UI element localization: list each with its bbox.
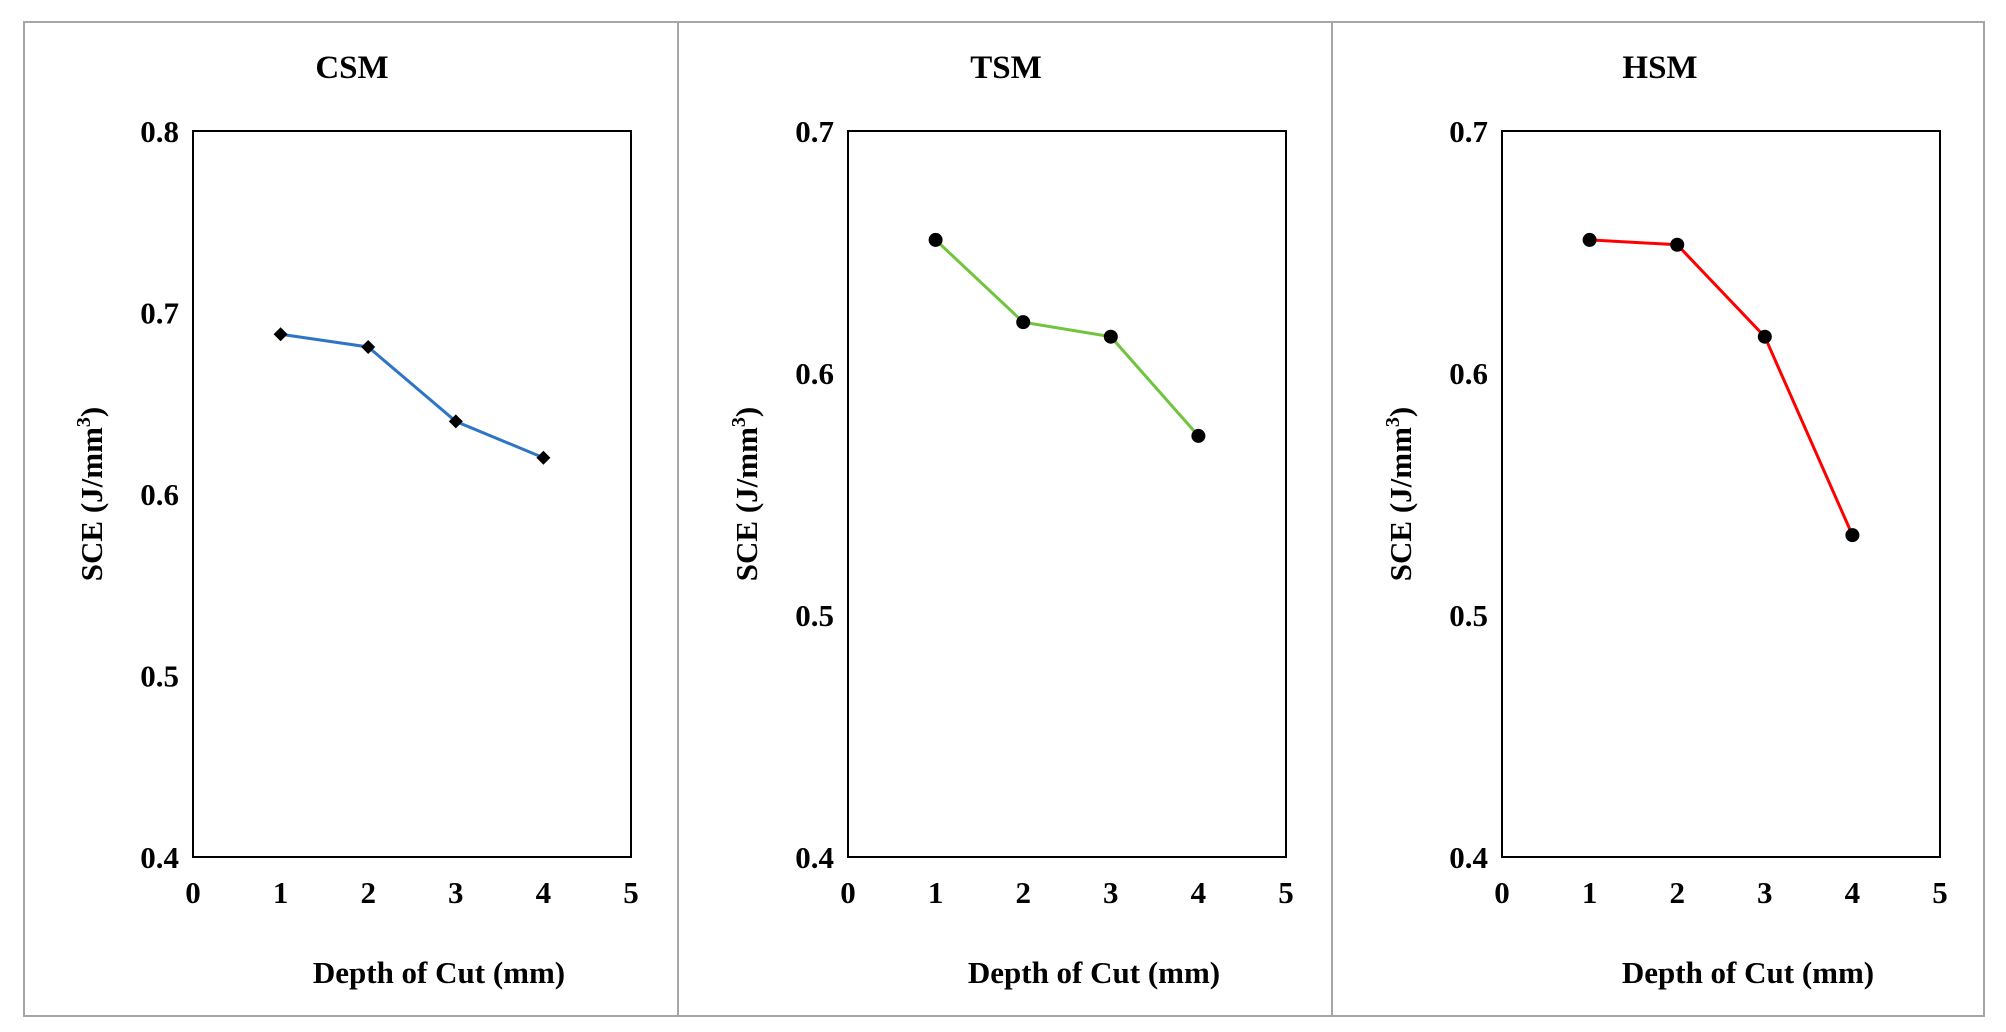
chart-title: TSM <box>970 50 1042 86</box>
y-axis-label-superscript: 3 <box>728 417 750 427</box>
y-axis-label-close: ) <box>729 407 764 417</box>
x-tick-label: 2 <box>1015 875 1031 910</box>
y-tick-label: 0.7 <box>140 296 179 331</box>
chart-panel-tsm: TSM 0.4 0.5 0.6 0.7 0 1 2 3 4 5 Depth of… <box>728 50 1294 990</box>
data-point <box>1845 528 1860 543</box>
y-axis-label: SCE (J/mm3) <box>73 407 109 581</box>
y-axis-label-superscript: 3 <box>1382 417 1404 427</box>
x-tick-label: 4 <box>1191 875 1207 910</box>
y-tick-label: 0.6 <box>1449 356 1488 391</box>
y-axis-label: SCE (J/mm3) <box>1382 407 1418 581</box>
x-tick-label: 1 <box>273 875 289 910</box>
x-tick-label: 2 <box>360 875 376 910</box>
x-tick-label: 0 <box>840 875 856 910</box>
plot-area <box>847 130 1287 858</box>
data-series <box>273 327 551 465</box>
chart-title: HSM <box>1622 50 1697 86</box>
x-tick-label: 2 <box>1669 875 1685 910</box>
plot-area <box>1501 130 1941 858</box>
x-tick-labels: 0 1 2 3 4 5 <box>1494 875 1948 910</box>
data-point <box>928 232 943 247</box>
chart-panel-hsm: HSM 0.4 0.5 0.6 0.7 0 1 2 3 4 5 Depth of… <box>1382 50 1948 990</box>
y-axis-label-text: SCE (J/mm <box>1383 427 1418 581</box>
data-series <box>1582 232 1860 543</box>
y-tick-label: 0.7 <box>795 114 834 149</box>
x-tick-label: 1 <box>1582 875 1598 910</box>
series-line <box>280 332 544 460</box>
data-point <box>1016 315 1031 330</box>
data-point <box>361 339 376 354</box>
plot-area <box>192 130 632 858</box>
y-tick-label: 0.6 <box>795 356 834 391</box>
x-tick-labels: 0 1 2 3 4 5 <box>185 875 639 910</box>
x-axis-label: Depth of Cut (mm) <box>1622 955 1874 990</box>
x-tick-label: 5 <box>1932 875 1948 910</box>
y-tick-label: 0.8 <box>140 114 179 149</box>
data-point <box>448 414 463 429</box>
y-tick-label: 0.7 <box>1449 114 1488 149</box>
x-tick-label: 5 <box>1278 875 1294 910</box>
y-tick-labels: 0.4 0.5 0.6 0.7 <box>795 114 834 875</box>
x-tick-label: 3 <box>1103 875 1119 910</box>
y-tick-label: 0.5 <box>1449 598 1488 633</box>
x-tick-label: 3 <box>448 875 464 910</box>
y-axis-label: SCE (J/mm3) <box>728 407 764 581</box>
data-point <box>1670 237 1685 252</box>
x-tick-label: 0 <box>185 875 201 910</box>
y-tick-label: 0.5 <box>140 659 179 694</box>
x-tick-label: 1 <box>928 875 944 910</box>
y-tick-label: 0.5 <box>795 598 834 633</box>
x-tick-label: 3 <box>1757 875 1773 910</box>
y-tick-label: 0.6 <box>140 477 179 512</box>
figure-border <box>23 21 1985 1017</box>
y-tick-labels: 0.4 0.5 0.6 0.7 0.8 <box>140 114 179 875</box>
x-tick-labels: 0 1 2 3 4 5 <box>840 875 1294 910</box>
x-tick-label: 5 <box>623 875 639 910</box>
x-axis-label: Depth of Cut (mm) <box>313 955 565 990</box>
data-series <box>928 232 1206 443</box>
data-point <box>536 450 551 465</box>
data-point <box>273 327 288 342</box>
y-tick-label: 0.4 <box>1449 840 1488 875</box>
series-line <box>934 238 1200 437</box>
y-tick-labels: 0.4 0.5 0.6 0.7 <box>1449 114 1488 875</box>
y-axis-label-text: SCE (J/mm <box>74 427 109 581</box>
x-tick-label: 4 <box>1845 875 1861 910</box>
x-axis-label: Depth of Cut (mm) <box>968 955 1220 990</box>
data-point <box>1191 428 1206 443</box>
series-line <box>1589 238 1854 536</box>
chart-panel-csm: CSM 0.4 0.5 0.6 0.7 0.8 0 1 2 3 4 5 Dept… <box>73 50 639 990</box>
y-axis-label-superscript: 3 <box>73 417 95 427</box>
data-point <box>1582 232 1597 247</box>
x-tick-label: 0 <box>1494 875 1510 910</box>
data-point <box>1757 329 1772 344</box>
y-axis-label-close: ) <box>1383 407 1418 417</box>
y-tick-label: 0.4 <box>140 840 179 875</box>
data-point <box>1103 329 1118 344</box>
x-tick-label: 4 <box>536 875 552 910</box>
y-axis-label-text: SCE (J/mm <box>729 427 764 581</box>
y-axis-label-close: ) <box>74 407 109 417</box>
y-tick-label: 0.4 <box>795 840 834 875</box>
chart-title: CSM <box>315 50 388 86</box>
